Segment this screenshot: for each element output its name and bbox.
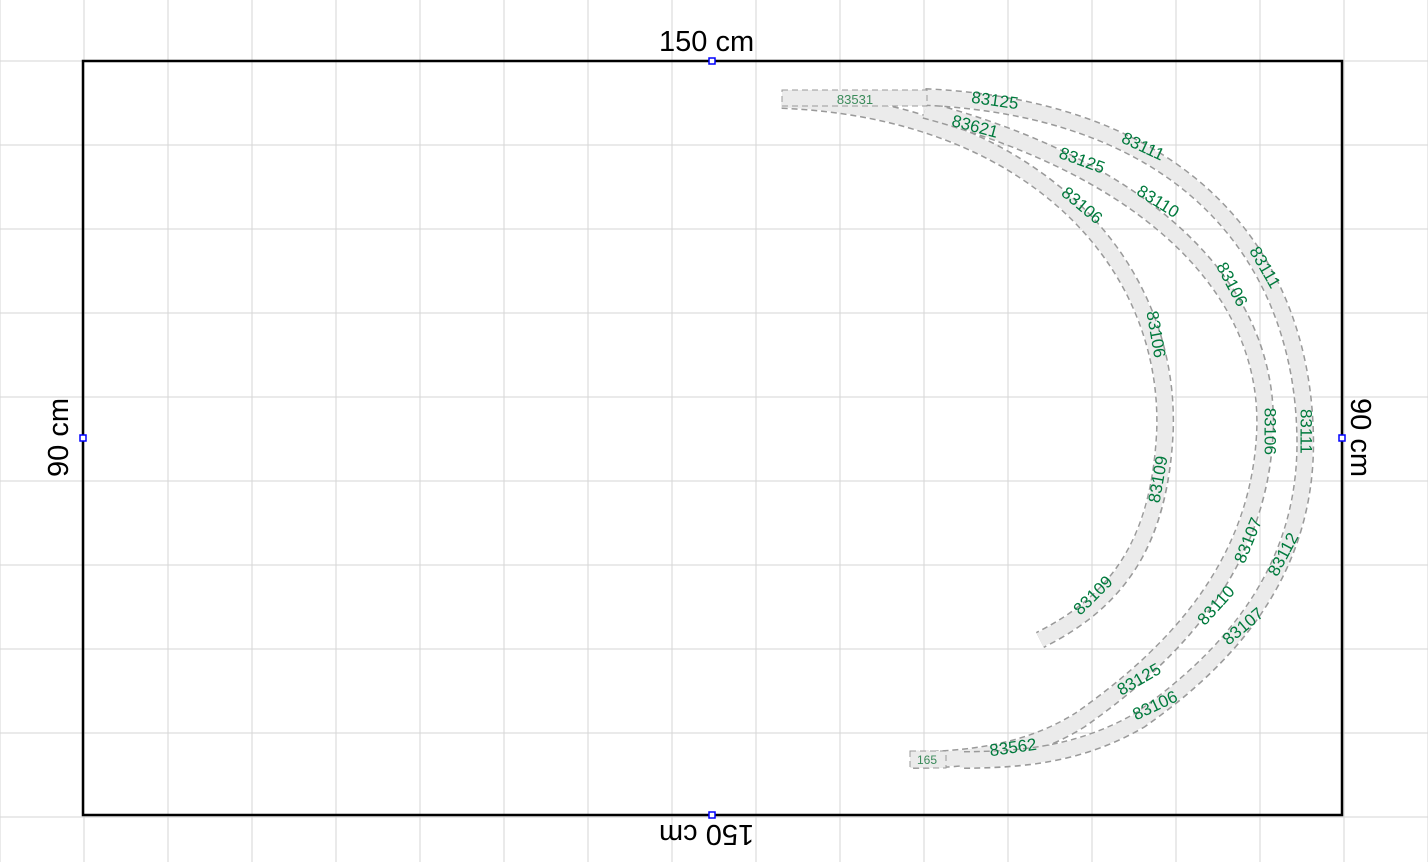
track-plan[interactable] — [781, 88, 1315, 769]
handle-top[interactable] — [708, 57, 716, 65]
track-inner-loop-fill — [781, 92, 1173, 647]
height-label-left: 90 cm — [42, 398, 75, 477]
track-middle-loop-fill — [909, 102, 1273, 768]
handle-left[interactable] — [79, 434, 87, 442]
handle-bottom[interactable] — [708, 811, 716, 819]
track-part-label[interactable]: 165 — [917, 753, 937, 767]
width-label-bottom: 150 cm — [659, 818, 755, 850]
track-part-label[interactable]: 83106 — [1142, 309, 1169, 359]
track-outer-loop-fill — [924, 89, 1313, 768]
part-labels: 83531 83125836218311183125831108310683111… — [837, 88, 1315, 767]
height-label-right: 90 cm — [1343, 398, 1376, 477]
track-part-label[interactable]: 83109 — [1145, 454, 1172, 504]
track-part-label[interactable]: 83111 — [1245, 243, 1284, 291]
track-part-label[interactable]: 83106 — [1260, 408, 1279, 455]
track-part-label[interactable]: 83111 — [1296, 409, 1315, 454]
resize-handles[interactable] — [79, 57, 1346, 819]
track-part-label[interactable]: 83531 — [837, 92, 873, 107]
track-straight-top[interactable] — [781, 89, 928, 107]
width-label-top: 150 cm — [659, 26, 755, 58]
track-part-label[interactable]: 83112 — [1264, 530, 1302, 580]
track-straight-bottom[interactable] — [909, 750, 947, 769]
handle-right[interactable] — [1338, 434, 1346, 442]
